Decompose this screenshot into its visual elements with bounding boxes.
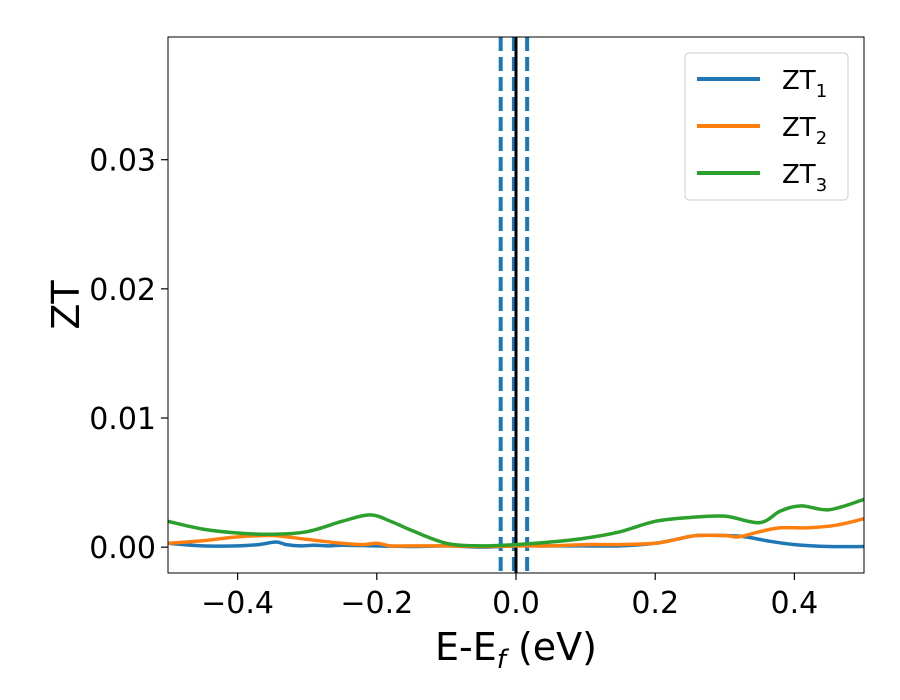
series-line-zt3 [168, 497, 864, 548]
legend-label-main: ZT [782, 66, 816, 96]
legend-item-zt3: ZT3 [697, 160, 827, 196]
x-axis-label-main: E-E [435, 625, 497, 669]
series-lines [168, 497, 864, 549]
legend-label: ZT2 [782, 113, 827, 149]
legend-label-subscript: 1 [816, 81, 827, 102]
legend-label-subscript: 2 [816, 128, 827, 149]
fermi-reference-lines [498, 37, 530, 573]
x-tick-label: 0.0 [492, 586, 540, 621]
y-tick-label: 0.02 [89, 273, 156, 308]
x-axis-label: E-Ef (eV) [435, 625, 597, 675]
legend-label: ZT3 [782, 160, 827, 196]
y-axis-ticks: 0.00 0.01 0.02 0.03 [89, 144, 168, 566]
legend-label-main: ZT [782, 160, 816, 190]
x-axis-label-unit: (eV) [506, 625, 597, 669]
x-tick-label: −0.2 [340, 586, 413, 621]
series-line-zt2 [168, 517, 864, 549]
legend-item-zt2: ZT2 [697, 113, 827, 149]
x-tick-label: −0.4 [201, 586, 274, 621]
legend-label-subscript: 3 [816, 175, 827, 196]
legend-label: ZT1 [782, 66, 827, 102]
y-tick-label: 0.01 [89, 402, 156, 437]
y-tick-label: 0.03 [89, 144, 156, 179]
legend-label-main: ZT [782, 113, 816, 143]
legend-item-zt1: ZT1 [697, 66, 827, 102]
y-axis-label: ZT [44, 280, 88, 330]
x-tick-label: 0.4 [771, 586, 819, 621]
x-axis-ticks: −0.4 −0.2 0.0 0.2 0.4 [201, 573, 818, 621]
x-tick-label: 0.2 [631, 586, 679, 621]
legend-box [684, 52, 849, 201]
y-tick-label: 0.00 [89, 531, 156, 566]
